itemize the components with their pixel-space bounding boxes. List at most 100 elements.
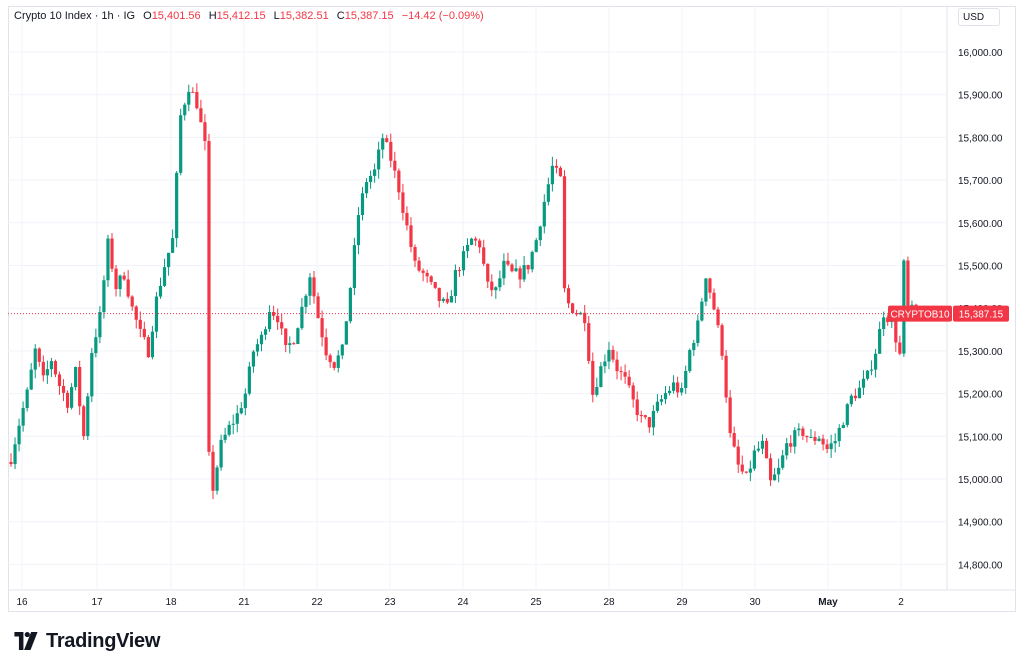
candle	[635, 391, 639, 422]
candle-body	[740, 464, 744, 472]
price-tick-label: 15,000.00	[958, 475, 1003, 486]
candle	[142, 321, 146, 340]
candle	[869, 360, 874, 376]
candle	[449, 290, 453, 303]
candle-body	[861, 378, 866, 388]
candle-body	[627, 376, 631, 386]
candle	[603, 354, 607, 374]
candle	[235, 405, 239, 433]
candle	[57, 371, 62, 395]
candle-body	[352, 245, 357, 288]
candle	[457, 266, 462, 277]
candle-body	[688, 349, 692, 371]
candle	[179, 108, 183, 176]
candle-body	[461, 251, 466, 271]
candle-body	[566, 288, 571, 304]
candle-body	[518, 268, 522, 280]
candle	[623, 364, 627, 384]
candle	[272, 305, 276, 320]
candle	[154, 291, 159, 339]
candle	[595, 377, 599, 397]
close-value: 15,387.15	[344, 10, 394, 22]
candle	[130, 295, 134, 311]
candle	[70, 383, 74, 410]
candle	[110, 233, 114, 272]
candle	[215, 465, 219, 495]
candle	[849, 393, 853, 407]
candle	[534, 237, 538, 253]
candle	[393, 151, 397, 179]
candle	[498, 270, 502, 292]
candle	[676, 376, 680, 398]
candle-body	[243, 393, 247, 409]
candle	[90, 348, 94, 403]
candle-body	[21, 407, 25, 426]
open-label: O	[143, 10, 152, 22]
candle-body	[179, 115, 183, 173]
candle-body	[635, 399, 639, 415]
candle	[9, 453, 13, 467]
candle	[320, 310, 324, 347]
candle-body	[53, 361, 58, 375]
candle-body	[607, 349, 611, 362]
candle-body	[90, 353, 94, 397]
time-tick-label: 18	[165, 597, 177, 608]
candle	[348, 287, 352, 324]
candle	[389, 133, 393, 168]
time-axis[interactable]: 16 17 18 21 22 23 24 25 28 29 30 May 2	[16, 597, 904, 608]
candle	[611, 345, 615, 363]
candle	[566, 284, 571, 309]
candle	[562, 170, 567, 293]
candle-body	[789, 443, 793, 447]
tradingview-logo[interactable]: TradingView	[12, 629, 160, 653]
candle	[833, 433, 837, 453]
candle	[344, 321, 348, 345]
candle-body	[17, 425, 21, 445]
candle-body	[397, 170, 401, 193]
candle-body	[680, 387, 684, 393]
last-price-tag-bg	[953, 305, 1009, 322]
candle	[377, 141, 381, 179]
candle	[409, 217, 413, 253]
candle	[663, 386, 668, 405]
candle-body	[546, 184, 550, 202]
candle-body	[49, 361, 54, 370]
candle	[801, 426, 805, 441]
candle	[166, 252, 171, 276]
currency-button[interactable]: USD	[958, 8, 1000, 26]
candle	[356, 207, 361, 255]
candle-body	[595, 387, 599, 395]
candle	[74, 366, 78, 391]
candle-body	[94, 337, 98, 354]
symbol-tag-label: CRYPTOB10	[890, 310, 950, 321]
time-tick-label: May	[818, 597, 838, 608]
candle	[518, 265, 522, 289]
candle	[231, 414, 235, 435]
candle	[191, 87, 195, 93]
candle-body	[364, 182, 369, 194]
candle-body	[639, 414, 643, 416]
candle-body	[142, 328, 146, 338]
candle-body	[720, 325, 724, 356]
candle-body	[276, 315, 280, 323]
candle-body	[138, 319, 142, 329]
candle	[821, 434, 825, 451]
low-label: L	[273, 10, 280, 22]
candle-body	[756, 448, 761, 451]
candle	[397, 168, 401, 200]
candle	[288, 336, 292, 354]
price-tick-label: 14,900.00	[958, 518, 1003, 529]
candle	[700, 297, 704, 322]
candle-body	[263, 329, 268, 335]
candle	[809, 429, 813, 438]
candle-body	[542, 201, 546, 227]
symbol-info: Crypto 10 Index · 1h · IG	[14, 10, 136, 22]
candle	[797, 423, 801, 437]
candle	[126, 270, 130, 299]
candle	[336, 350, 340, 373]
candle	[138, 311, 142, 338]
candle	[195, 83, 199, 110]
candle	[615, 351, 619, 380]
candle	[29, 363, 33, 391]
